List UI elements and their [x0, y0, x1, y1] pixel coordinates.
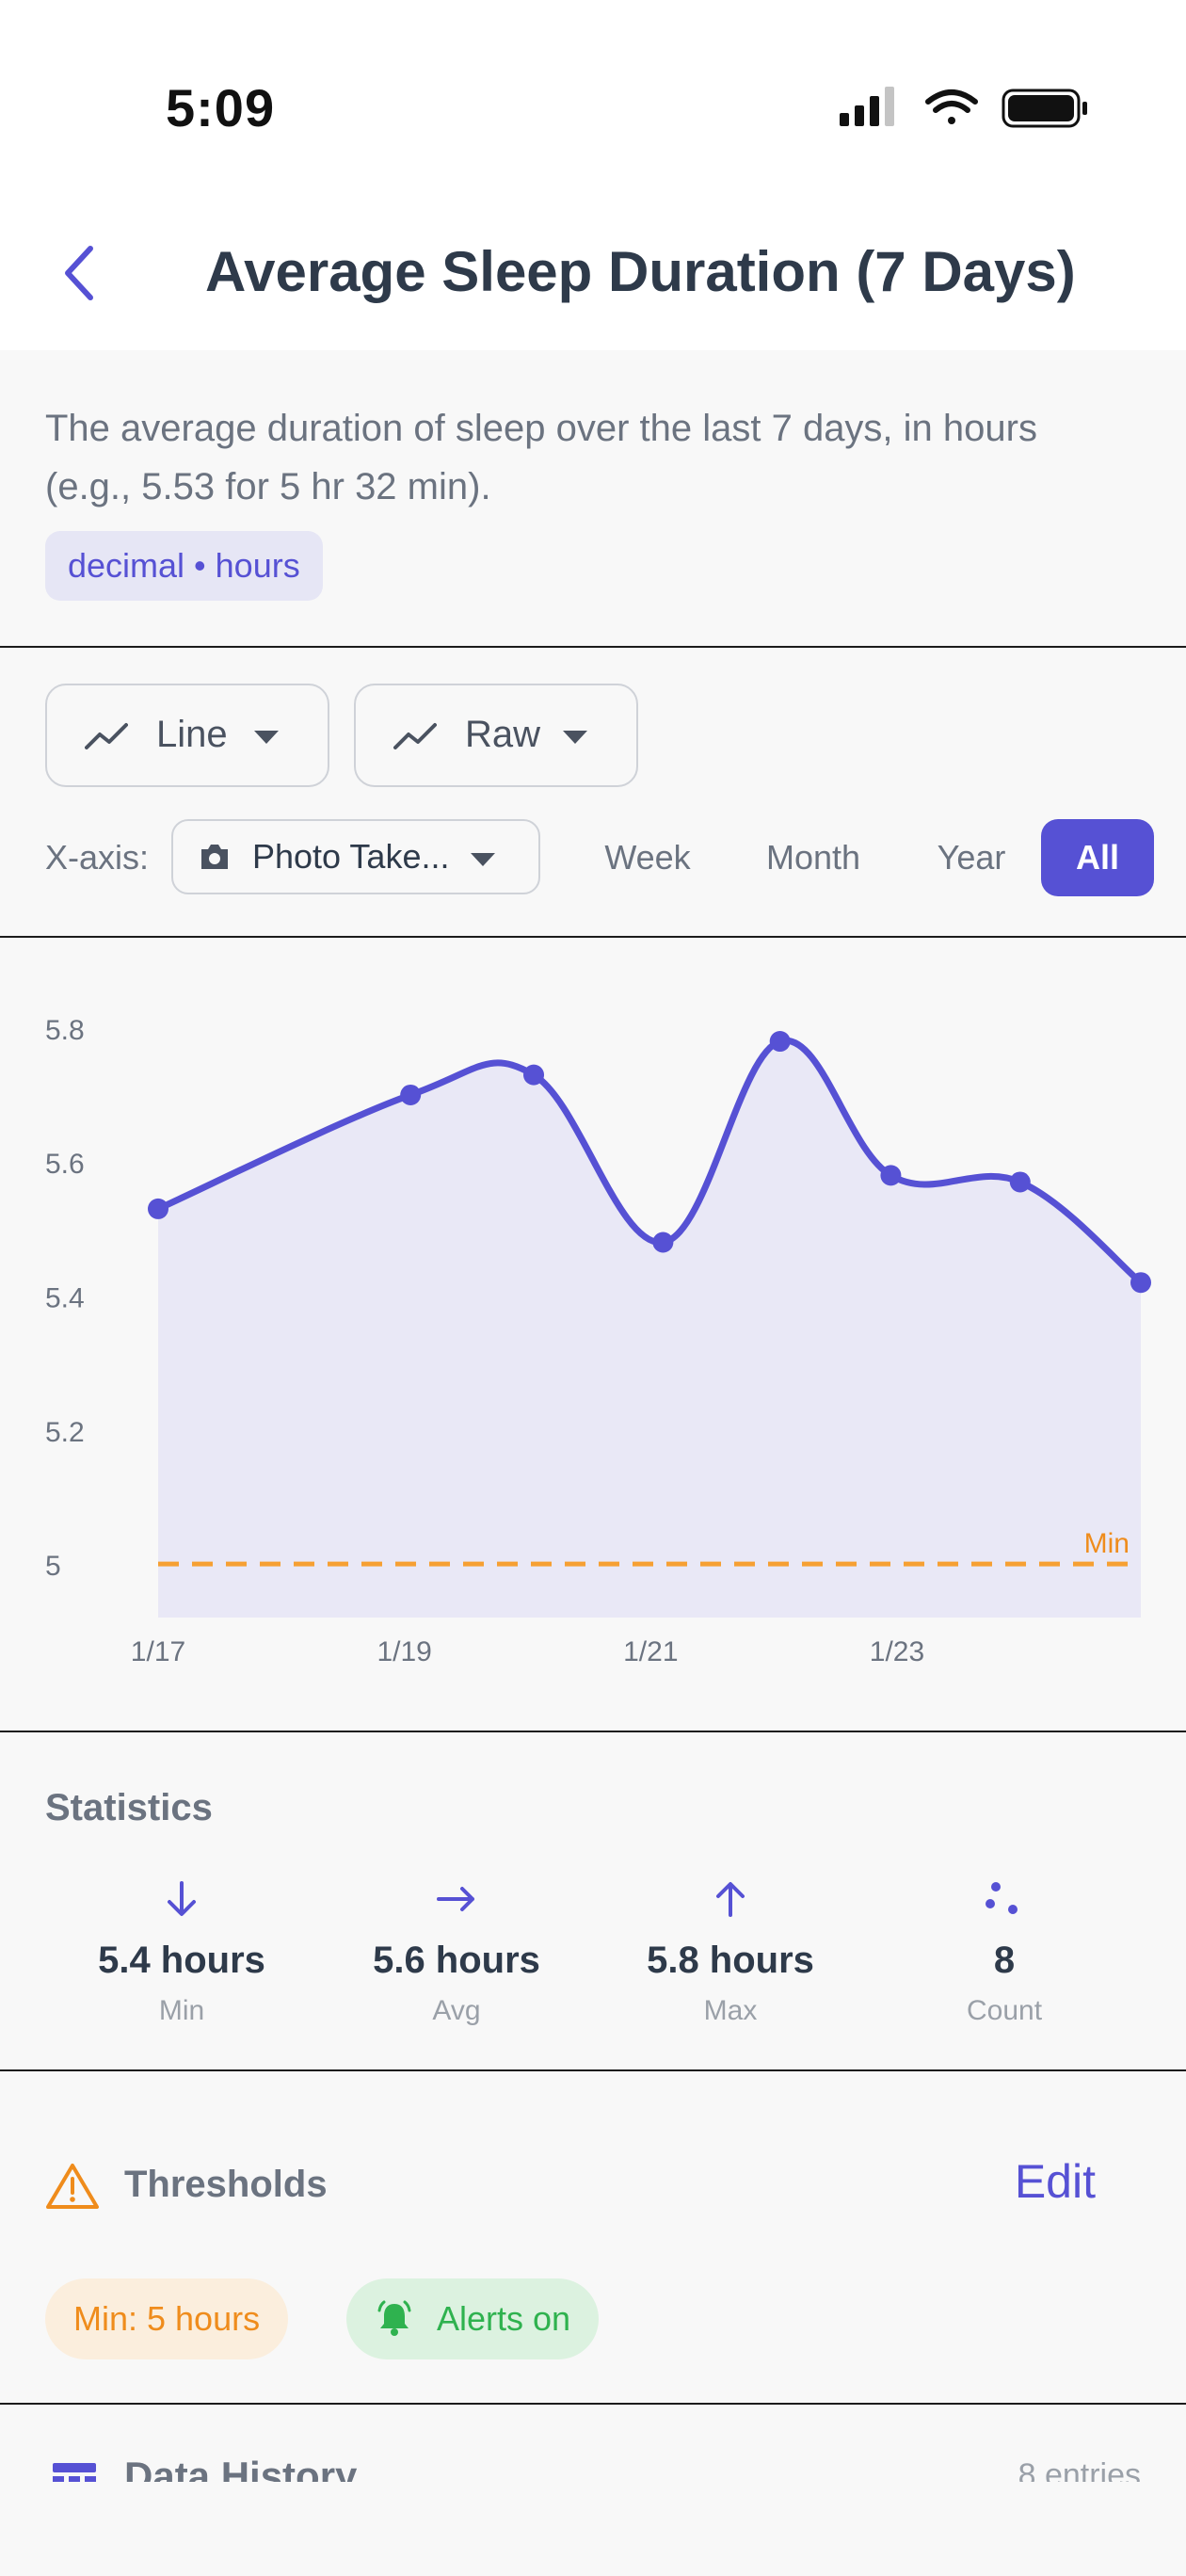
- data-point: [523, 1064, 545, 1086]
- chart-type-label: Line: [156, 714, 228, 755]
- data-point: [400, 1084, 422, 1105]
- unit-badge: decimal • hours: [45, 531, 323, 601]
- arrow-down-icon: [168, 1881, 196, 1916]
- stat-value: 5.4 hours: [98, 1940, 265, 1981]
- range-all-button[interactable]: All: [1041, 819, 1154, 896]
- stat-label: Avg: [432, 1995, 481, 2026]
- data-history-section: Data History 8 entries: [0, 2407, 1186, 2576]
- x-tick-label: 1/23: [870, 1636, 924, 1667]
- nav-bar: Average Sleep Duration (7 Days): [0, 198, 1186, 350]
- caret-down-icon: [563, 731, 587, 744]
- chart-type-dropdown[interactable]: Line: [45, 684, 329, 787]
- xaxis-dropdown[interactable]: Photo Take...: [171, 819, 540, 894]
- stat-value: 5.6 hours: [373, 1940, 540, 1981]
- alerts-label: Alerts on: [437, 2299, 571, 2338]
- table-icon: [53, 2463, 96, 2482]
- x-tick-label: 1/21: [623, 1636, 678, 1667]
- y-tick-label: 5.2: [45, 1417, 85, 1448]
- metric-description: The average duration of sleep over the l…: [45, 408, 1037, 507]
- range-week-button[interactable]: Week: [604, 838, 691, 877]
- bell-ringing-icon: [377, 2300, 411, 2336]
- caret-down-icon: [254, 731, 279, 744]
- scatter-dots-icon: [986, 1882, 1018, 1914]
- xaxis-label: X-axis:: [45, 838, 150, 877]
- wifi-icon: [925, 89, 978, 124]
- stat-value: 5.8 hours: [647, 1940, 814, 1981]
- data-history-title: Data History: [124, 2454, 358, 2482]
- arrow-up-icon: [716, 1882, 745, 1917]
- y-tick-label: 5: [45, 1551, 61, 1582]
- x-tick-label: 1/17: [131, 1636, 185, 1667]
- stat-count: 8 Count: [868, 1876, 1141, 2027]
- camera-icon: [201, 845, 228, 869]
- line-chart-icon: [393, 723, 437, 749]
- status-time: 5:09: [166, 78, 276, 137]
- stat-label: Min: [158, 1995, 205, 2026]
- status-bar: 5:09: [0, 0, 1186, 198]
- stat-label: Max: [703, 1995, 758, 2026]
- stat-label: Count: [966, 1995, 1043, 2026]
- arrow-right-icon: [437, 1887, 474, 1911]
- stat-max: 5.8 hours Max: [594, 1876, 867, 2027]
- chart-area-fill: [158, 1040, 1141, 1618]
- data-point: [148, 1198, 168, 1219]
- status-icons: [840, 87, 1087, 128]
- data-point: [1009, 1171, 1031, 1193]
- data-history-count: 8 entries: [1018, 2457, 1141, 2482]
- chart-section: 5.8 5.6 5.4 5.2 5 1/17 1/19 1/21 1/23 Min: [0, 940, 1186, 1732]
- min-threshold-label: Min: [1084, 1528, 1130, 1559]
- alerts-status-chip: Alerts on: [346, 2278, 600, 2359]
- y-tick-label: 5.8: [45, 1015, 85, 1046]
- data-point: [1130, 1272, 1151, 1294]
- min-threshold-chip: Min: 5 hours: [45, 2278, 289, 2359]
- y-tick-label: 5.4: [45, 1282, 85, 1313]
- back-chevron-icon[interactable]: [49, 235, 109, 311]
- caret-down-icon: [471, 853, 495, 866]
- stat-avg: 5.6 hours Avg: [320, 1876, 593, 2027]
- thresholds-title: Thresholds: [124, 2164, 328, 2205]
- data-point: [652, 1232, 674, 1253]
- chart-controls: Line Raw X-axis: Photo Take... Week Mont…: [0, 650, 1186, 938]
- thresholds-section: Thresholds Edit Min: 5 hours Alerts on: [0, 2073, 1186, 2405]
- stat-value: 8: [993, 1940, 1016, 1981]
- data-point: [880, 1165, 902, 1186]
- range-month-button[interactable]: Month: [765, 838, 861, 877]
- stat-min: 5.4 hours Min: [45, 1876, 318, 2027]
- aggregation-dropdown[interactable]: Raw: [354, 684, 638, 787]
- y-tick-label: 5.6: [45, 1149, 85, 1180]
- xaxis-value: Photo Take...: [252, 837, 450, 876]
- page-title: Average Sleep Duration (7 Days): [205, 240, 1076, 303]
- warning-icon: [46, 2164, 99, 2209]
- description-section: The average duration of sleep over the l…: [0, 350, 1186, 648]
- data-point: [769, 1031, 791, 1053]
- statistics-title: Statistics: [45, 1787, 213, 1828]
- edit-thresholds-button[interactable]: Edit: [1014, 2155, 1096, 2208]
- battery-icon: [1002, 89, 1087, 128]
- sleep-duration-chart: 5.8 5.6 5.4 5.2 5 1/17 1/19 1/21 1/23 Min: [45, 1015, 1151, 1667]
- x-tick-label: 1/19: [377, 1636, 431, 1667]
- aggregation-label: Raw: [465, 714, 541, 755]
- statistics-section: Statistics 5.4 hours Min 5.6 hours Avg 5…: [0, 1734, 1186, 2071]
- signal-icon: [840, 87, 894, 126]
- line-chart-icon: [85, 723, 128, 749]
- range-year-button[interactable]: Year: [937, 838, 1006, 877]
